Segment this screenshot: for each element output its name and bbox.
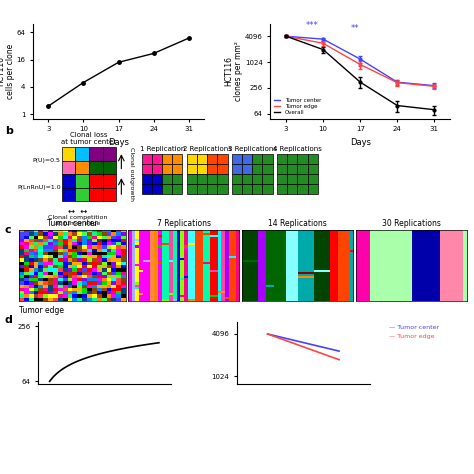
Text: **: ** xyxy=(351,24,359,33)
Text: 7 Replications: 7 Replications xyxy=(157,219,210,228)
Text: Tumor center: Tumor center xyxy=(47,219,98,228)
Text: 4 Replications: 4 Replications xyxy=(273,146,322,152)
Text: ↔  ↔: ↔ ↔ xyxy=(68,207,88,216)
Text: P(U)=0.5: P(U)=0.5 xyxy=(33,158,61,163)
Y-axis label: HCT116
cells per clone: HCT116 cells per clone xyxy=(0,44,15,99)
Legend: Tumor center, Tumor edge, Overall: Tumor center, Tumor edge, Overall xyxy=(273,97,321,116)
Text: 2 Replications: 2 Replications xyxy=(183,146,232,152)
Text: Clonal loss
at tumor center: Clonal loss at tumor center xyxy=(61,132,117,145)
X-axis label: Days: Days xyxy=(108,137,129,146)
Text: d: d xyxy=(5,315,13,325)
Text: 3 Replications: 3 Replications xyxy=(228,146,277,152)
Text: 14 Replications: 14 Replications xyxy=(268,219,327,228)
Text: — Tumor edge: — Tumor edge xyxy=(389,334,434,339)
Text: Clonal competition
at tumor edge: Clonal competition at tumor edge xyxy=(48,215,108,226)
Text: P(LnRnU)=1.0: P(LnRnU)=1.0 xyxy=(17,185,61,191)
Text: 1 Replication: 1 Replication xyxy=(140,146,185,152)
Text: ***: *** xyxy=(306,20,319,29)
Text: b: b xyxy=(5,126,13,136)
Text: c: c xyxy=(5,225,11,235)
Text: — Tumor center: — Tumor center xyxy=(389,325,439,330)
X-axis label: Days: Days xyxy=(350,137,371,146)
Text: 30 Replications: 30 Replications xyxy=(382,219,441,228)
Text: Tumor edge: Tumor edge xyxy=(19,306,64,315)
Y-axis label: HCT116
clones per mm²: HCT116 clones per mm² xyxy=(224,41,243,101)
Text: Clonal outgrowth: Clonal outgrowth xyxy=(129,147,134,201)
